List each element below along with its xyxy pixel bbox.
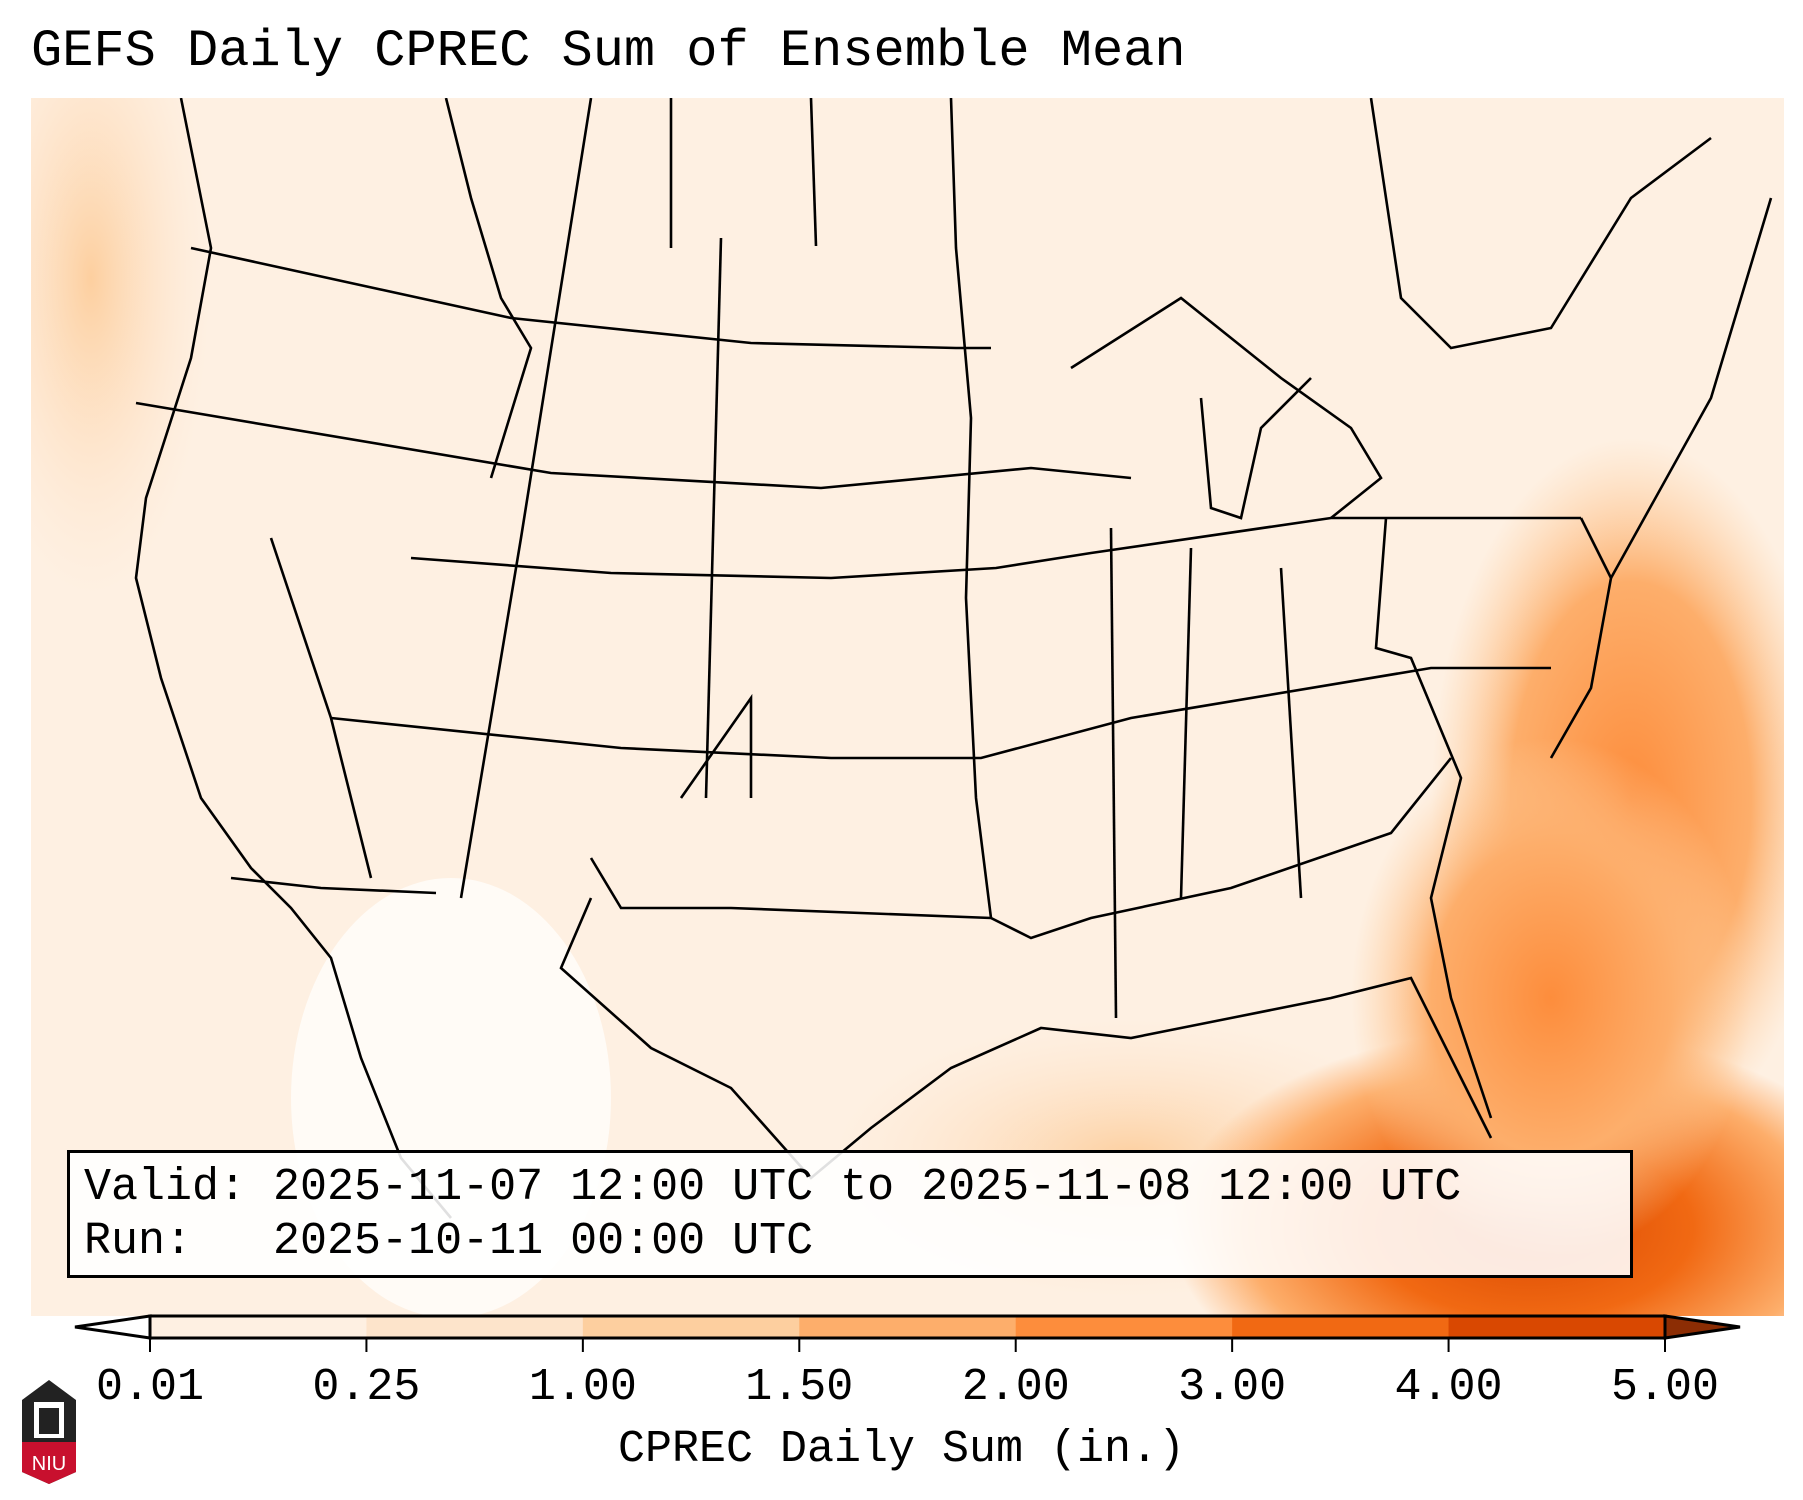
run-value: 2025-10-11 00:00 UTC [273, 1216, 814, 1267]
colorbar-tick-label: 1.00 [528, 1362, 637, 1413]
colorbar-tick-label: 0.01 [95, 1362, 205, 1413]
run-label: Run: [84, 1216, 193, 1267]
map-title: GEFS Daily CPREC Sum of Ensemble Mean [31, 22, 1186, 81]
colorbar-tick-label: 1.50 [745, 1362, 854, 1413]
niu-logo: NIU [22, 1380, 76, 1484]
valid-label: Valid: [84, 1162, 247, 1213]
state-borders [134, 98, 1773, 1219]
precip-map [31, 98, 1784, 1316]
svg-text:NIU: NIU [32, 1453, 66, 1475]
colorbar-segment [150, 1316, 367, 1338]
colorbar-segment [366, 1316, 584, 1338]
colorbar-tick-label: 5.00 [1610, 1362, 1720, 1413]
colorbar-segment [582, 1316, 800, 1338]
colorbar-segment [1448, 1316, 1666, 1338]
colorbar-tick-label: 2.00 [961, 1362, 1070, 1413]
colorbar-tick-label: 4.00 [1394, 1362, 1503, 1413]
colorbar-tick-label: 0.25 [312, 1362, 421, 1413]
colorbar-outline [148, 1314, 1667, 1340]
colorbar [74, 1314, 1741, 1352]
colorbar-under-arrow [74, 1314, 152, 1340]
colorbar-label: CPREC Daily Sum (in.) [617, 1424, 1186, 1475]
precip-area-west [31, 98, 211, 598]
colorbar-segment [1232, 1316, 1450, 1338]
valid-value: 2025-11-07 12:00 UTC to 2025-11-08 12:00… [273, 1162, 1462, 1213]
colorbar-segment [1015, 1316, 1233, 1338]
precip-area-florida [1351, 738, 1751, 1258]
colorbar-segment [799, 1316, 1017, 1338]
info-box: Valid: 2025-11-07 12:00 UTC to 2025-11-0… [67, 1150, 1633, 1278]
colorbar-over-arrow [1663, 1314, 1741, 1340]
colorbar-tick-label: 3.00 [1178, 1362, 1287, 1413]
